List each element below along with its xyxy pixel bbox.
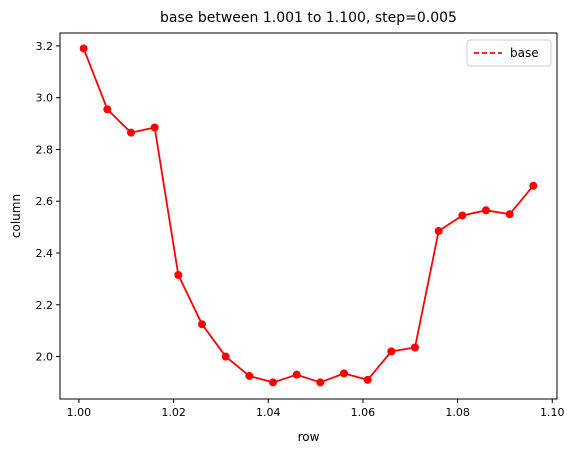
y-tick-label: 2.4 [36, 247, 54, 260]
y-tick-label: 2.2 [36, 299, 54, 312]
plot-frame [59, 32, 558, 400]
series-line-base [82, 48, 535, 384]
data-point [292, 370, 301, 379]
legend: base [466, 39, 552, 67]
chart-title: base between 1.001 to 1.100, step=0.005 [160, 10, 457, 26]
legend-box [466, 39, 552, 67]
x-tick-label: 1.08 [445, 406, 470, 419]
data-point [198, 320, 206, 329]
data-point [316, 378, 325, 387]
x-tick-label: 1.02 [161, 406, 186, 419]
x-tick-label: 1.06 [351, 406, 376, 419]
x-tick-label: 1.04 [256, 406, 281, 419]
data-point [103, 105, 112, 114]
y-tick-label: 3.0 [36, 92, 54, 105]
y-tick-label: 3.2 [36, 40, 54, 53]
data-point [127, 128, 135, 137]
data-point [434, 227, 443, 236]
x-axis-label: row [298, 430, 320, 444]
data-point [458, 211, 467, 220]
data-point [411, 343, 419, 352]
data-point [340, 369, 348, 378]
data-point [505, 210, 514, 219]
x-axis-ticks: 1.00 1.02 1.04 1.06 1.08 1.10 [67, 399, 565, 419]
data-point [245, 371, 254, 380]
plot-marks [79, 44, 538, 387]
x-tick-label: 1.10 [540, 406, 565, 419]
data-point [150, 123, 159, 132]
data-point [174, 271, 183, 280]
data-point [529, 181, 538, 190]
x-tick-label: 1.00 [67, 406, 92, 419]
y-tick-label: 2.8 [36, 143, 54, 156]
y-axis-label: column [9, 194, 23, 238]
data-point [79, 44, 88, 53]
y-tick-label: 2.0 [36, 351, 54, 364]
y-axis-ticks: 2.0 2.2 2.4 2.6 2.8 3.0 3.2 [36, 40, 60, 364]
y-tick-label: 2.6 [36, 195, 54, 208]
data-point [363, 375, 372, 384]
data-point [482, 206, 490, 215]
data-point [387, 347, 396, 356]
data-point [269, 378, 277, 387]
legend-label-base: base [510, 46, 539, 60]
data-point [221, 352, 230, 361]
